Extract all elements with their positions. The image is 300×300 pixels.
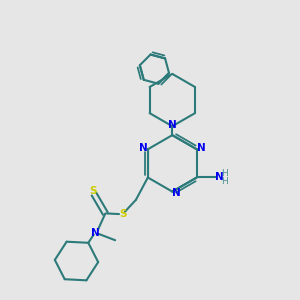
Text: N: N — [215, 172, 224, 182]
Text: H: H — [221, 169, 227, 178]
Text: N: N — [92, 228, 100, 238]
Text: S: S — [90, 186, 97, 196]
Text: H: H — [221, 177, 227, 186]
Text: N: N — [139, 143, 148, 153]
Text: N: N — [172, 188, 181, 197]
Text: S: S — [119, 209, 126, 219]
Text: N: N — [168, 120, 177, 130]
Text: N: N — [196, 143, 205, 153]
